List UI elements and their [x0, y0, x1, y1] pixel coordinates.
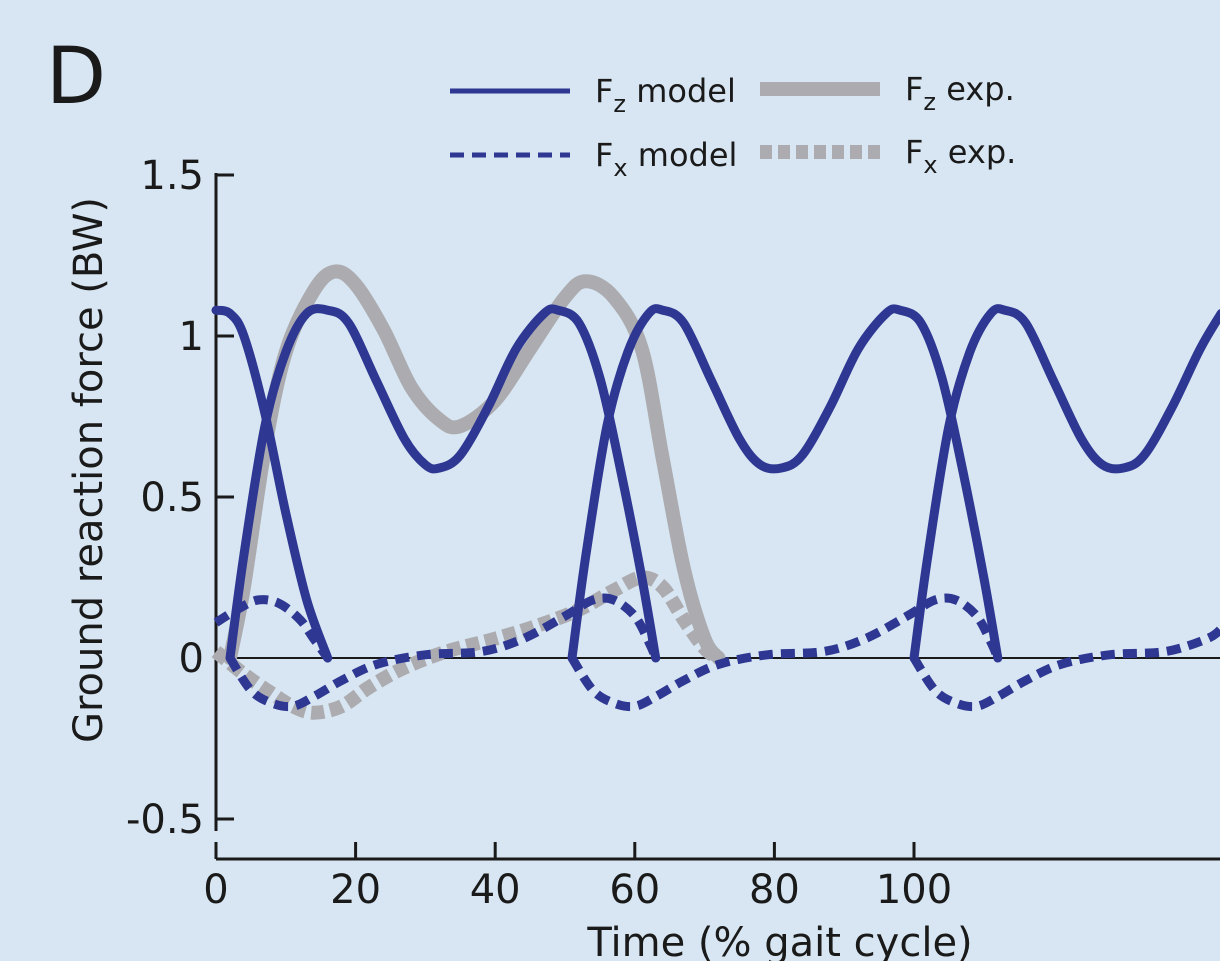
x-tick-label: 100: [876, 867, 952, 913]
y-tick-label: -0.5: [126, 797, 204, 843]
series-line-fx-model: [226, 593, 660, 712]
series-line-fx-model: [568, 593, 1002, 712]
x-axis-title: Time (% gait cycle): [586, 920, 972, 961]
y-axis-title: Ground reaction force (BW): [66, 197, 112, 743]
chart-legend: Fz model Fz exp. Fx model Fx exp.: [450, 70, 1016, 182]
series-line-fz-model: [225, 304, 661, 663]
x-tick-label: 80: [749, 867, 800, 913]
x-tick-label: 0: [203, 867, 228, 913]
chart-axes: 1.5 1 0.5 0 -0.5 0 20 40 60 80 100: [126, 153, 1220, 913]
legend-label: Fx model: [595, 136, 737, 182]
series-line-fz-model: [909, 304, 1220, 663]
y-tick-label: 1.5: [140, 153, 204, 199]
series-line-fx-model: [910, 625, 1220, 712]
y-tick-label: 1: [179, 314, 204, 360]
series-line-fx-exp: [211, 570, 723, 720]
x-tick-label: 20: [330, 867, 381, 913]
y-tick-label: 0.5: [140, 475, 204, 521]
panel-label: D: [46, 32, 106, 122]
x-tick-label: 40: [470, 867, 521, 913]
x-tick-label: 60: [609, 867, 660, 913]
legend-label: Fz model: [595, 72, 736, 118]
legend-label: Fx exp.: [905, 133, 1016, 179]
plot-series: [211, 264, 1220, 720]
series-line-fx-model: [213, 595, 332, 661]
legend-label: Fz exp.: [905, 70, 1015, 116]
x-axis-ticks: 0 20 40 60 80 100: [203, 842, 952, 913]
y-tick-label: 0: [179, 636, 204, 682]
y-axis-ticks: 1.5 1 0.5 0 -0.5: [126, 153, 234, 843]
series-line-fz-model: [567, 304, 1003, 663]
